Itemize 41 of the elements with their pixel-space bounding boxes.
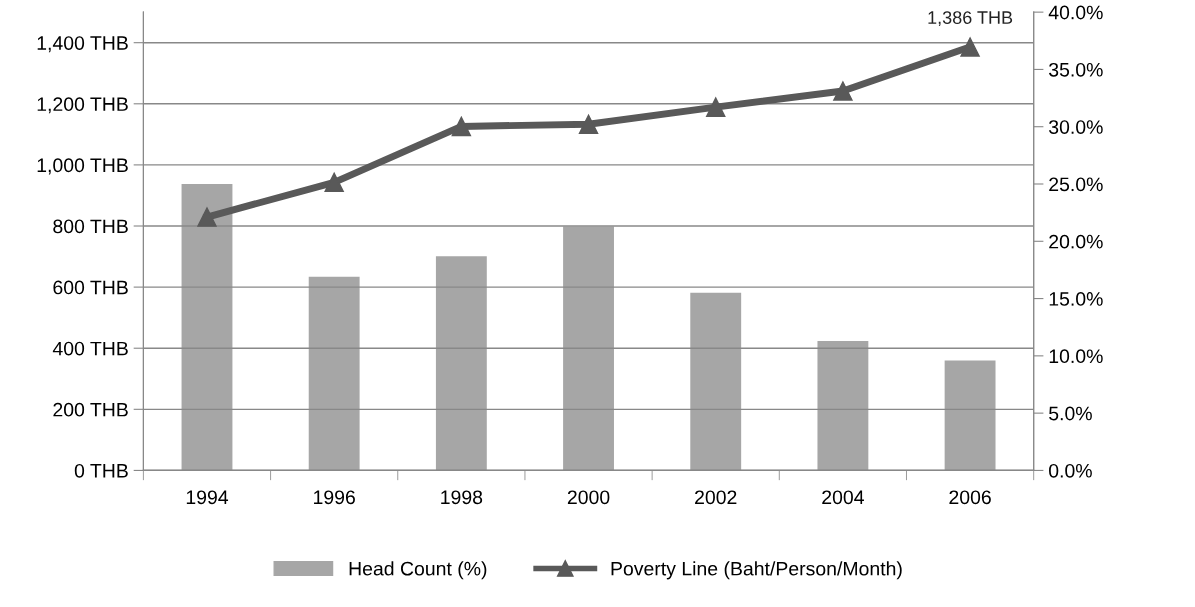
bar — [944, 360, 996, 471]
y2-tick-label: 40.0% — [1048, 5, 1103, 20]
y-tick-label: 800 THB — [53, 219, 128, 234]
x-tick-label: 2006 — [949, 490, 991, 505]
x-tick-label: 1998 — [441, 490, 483, 505]
y-tick-label: 200 THB — [53, 402, 128, 417]
y2-tick-label: 30.0% — [1049, 120, 1103, 134]
y2-tick-label: 0.0% — [1049, 463, 1092, 478]
y2-tick-label: 25.0% — [1049, 177, 1103, 192]
x-tick-label: 1994 — [186, 490, 229, 505]
x-tick-label: 2004 — [822, 490, 864, 505]
bar — [308, 276, 360, 471]
point — [705, 97, 726, 117]
y2-tick-label: 5.0% — [1049, 406, 1092, 421]
y-tick-label: 600 THB — [53, 280, 128, 295]
y2-tick-label: 15.0% — [1049, 292, 1103, 306]
point — [578, 114, 599, 134]
legend-label: Head Count (%) — [349, 561, 487, 580]
y-tick-label: 1,400 THB — [37, 36, 128, 53]
y-tick-label: 1,000 THB — [37, 158, 128, 175]
data-label: 1,386 THB — [928, 11, 1013, 27]
bar — [690, 292, 742, 471]
y-tick-label: 1,200 THB — [37, 97, 128, 114]
x-tick-label: 2002 — [695, 490, 737, 505]
point — [197, 207, 217, 227]
bar — [817, 340, 869, 471]
y2-tick-label: 10.0% — [1049, 349, 1103, 364]
x-tick-label: 2000 — [567, 490, 610, 505]
point — [960, 37, 980, 57]
x-tick-label: 1996 — [314, 490, 355, 505]
bar — [563, 226, 614, 471]
bar — [181, 184, 233, 471]
y-tick-label: 400 THB — [52, 341, 128, 356]
point — [324, 172, 344, 193]
y2-tick-label: 20.0% — [1049, 234, 1103, 249]
y-tick-label: 0 THB — [74, 463, 128, 478]
point — [451, 116, 472, 137]
y2-tick-label: 35.0% — [1049, 62, 1103, 77]
bar — [435, 256, 487, 471]
legend-label: Poverty Line (Baht/Person/Month) — [611, 561, 902, 580]
point — [833, 81, 853, 101]
